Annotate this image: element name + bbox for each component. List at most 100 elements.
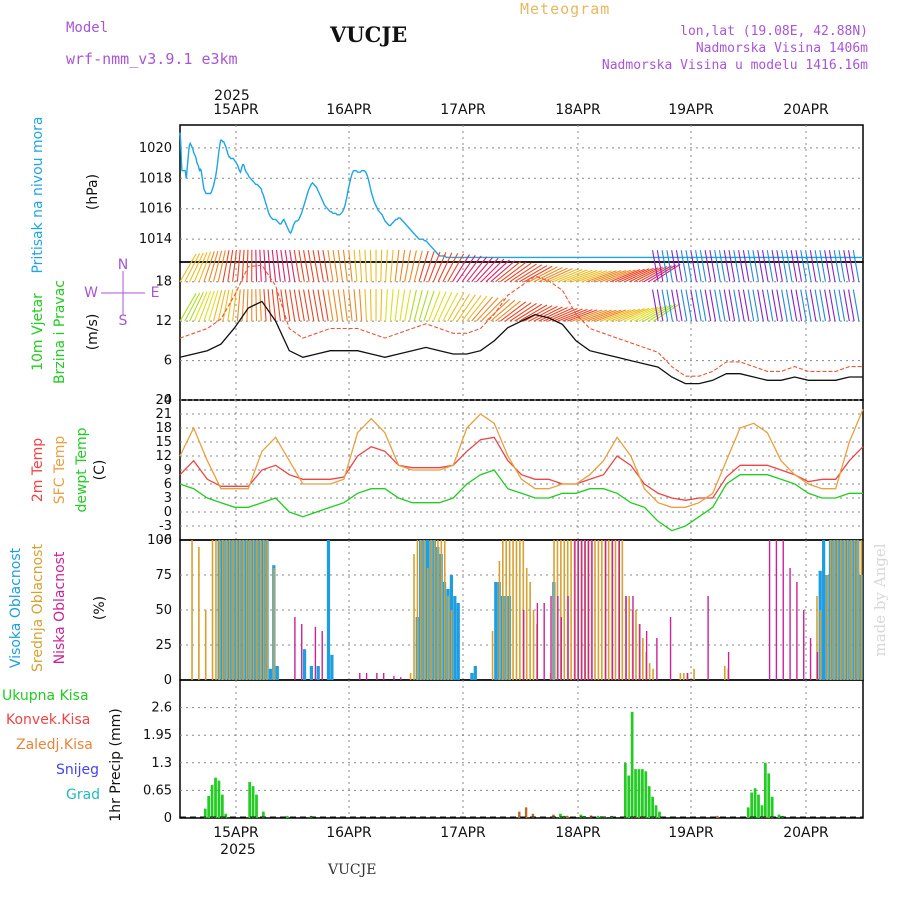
low-cloud-bar — [400, 677, 401, 680]
high-cloud-bar — [494, 582, 497, 680]
wind-ytick: 12 — [155, 314, 172, 329]
wind-barb — [386, 289, 388, 321]
total-rain-bar — [627, 776, 630, 818]
high-cloud-bar — [474, 666, 477, 680]
wind-barb — [395, 250, 399, 282]
low-cloud-bar — [776, 540, 777, 680]
wind-subtitle: Brzina i Pravac — [52, 280, 68, 384]
precip-ytick: 1.3 — [151, 756, 172, 771]
wind-barb — [400, 289, 405, 321]
low-cloud-bar — [588, 540, 589, 680]
sfc-temp-title: SFC Temp — [52, 436, 68, 505]
wind-barb — [810, 250, 816, 282]
wind-barb — [801, 290, 807, 322]
low-cloud-bar — [796, 582, 797, 680]
total-rain-bar — [221, 795, 224, 818]
mid-cloud-bar — [519, 540, 521, 680]
cloud-ytick: 50 — [155, 603, 172, 618]
freezing-rain-bar — [566, 816, 568, 818]
mid-cloud-bar — [441, 540, 443, 680]
wind-barb — [786, 290, 792, 322]
mid-cloud-bar — [553, 540, 555, 680]
wind-barb — [710, 290, 716, 322]
panel-frame-precip — [180, 680, 863, 818]
low-cloud-bar — [605, 540, 606, 680]
wind-barb — [705, 250, 711, 282]
cloud-ytick: 100 — [147, 533, 172, 548]
temp-ytick: 0 — [164, 505, 172, 520]
temp-ytick: 24 — [155, 393, 172, 408]
bottom-day-label: 20APR — [783, 825, 829, 841]
low-cloud-bar — [567, 596, 568, 680]
mid-cloud-bar — [529, 582, 531, 680]
mid-cloud-bar — [601, 540, 603, 680]
high-cloud-bar — [470, 673, 473, 680]
wind-barb — [290, 290, 295, 322]
pressure-ytick: 1018 — [139, 171, 172, 186]
mid-cloud-bar — [693, 669, 695, 680]
mid-cloud-bar — [249, 540, 251, 680]
wind-barb — [681, 250, 687, 282]
wind-barb — [758, 290, 764, 322]
wind-barb — [390, 250, 393, 282]
wind-barb — [354, 250, 357, 282]
panel-frame-pressure — [180, 125, 863, 262]
wind-barb — [729, 290, 735, 322]
mid-cloud-bar — [239, 540, 241, 680]
temp-ytick: 21 — [155, 407, 172, 422]
total-rain-bar — [624, 763, 627, 818]
wind-barb — [672, 290, 678, 322]
wind-barb — [810, 290, 816, 322]
mid-cloud-bar — [215, 540, 217, 680]
wind-barb — [247, 289, 248, 321]
wind-barb — [772, 250, 778, 282]
wind-barb — [294, 290, 299, 322]
low-cloud-bar — [728, 652, 729, 680]
wind-barb — [338, 250, 342, 282]
mid-cloud-bar — [642, 638, 644, 680]
high-cloud-bar — [327, 540, 330, 680]
wind-barb — [691, 250, 697, 282]
mid-cloud-bar — [509, 540, 511, 680]
wind-barb — [185, 253, 200, 281]
mid-cloud-bar — [622, 540, 624, 680]
wind-barb — [801, 250, 807, 282]
wind-barb — [705, 290, 711, 322]
wind-barb — [419, 290, 428, 321]
mid-cloud-bar — [533, 610, 535, 680]
wind-barb — [343, 250, 347, 282]
wind-barb — [662, 290, 668, 322]
low-cloud-bar — [646, 631, 647, 680]
wind-barb — [333, 289, 338, 321]
mid-cloud-bar — [413, 554, 415, 680]
wind-barb — [349, 250, 352, 282]
top-day-label: 18APR — [555, 102, 601, 118]
mid-cloud-bar — [256, 540, 258, 680]
low-cloud-bar — [578, 540, 579, 680]
wind-barb — [233, 250, 237, 282]
wind-barb — [696, 290, 702, 322]
wind-barb — [333, 250, 338, 282]
wind-barb — [834, 250, 840, 282]
wind-barb — [424, 251, 434, 281]
wind-barb — [354, 289, 357, 321]
wind-barb — [729, 250, 735, 282]
dewpt-title: dewpt Temp — [74, 427, 90, 512]
temp-ytick: 6 — [164, 477, 172, 492]
mid-cloud-bar — [840, 540, 842, 680]
low-cloud-bar — [591, 540, 592, 680]
wind-barb — [365, 289, 367, 321]
temp-ytick: 18 — [155, 421, 172, 436]
mid-cloud-bar — [502, 540, 504, 680]
wind-barb — [719, 290, 725, 322]
wind-barb — [796, 250, 802, 282]
low-cloud-bar — [581, 540, 582, 680]
wind-barb — [834, 290, 840, 322]
total-rain-bar — [634, 769, 637, 818]
low-cloud-bar — [632, 596, 633, 680]
wind-barb — [825, 290, 831, 322]
legend-total-rain: Ukupna Kisa — [2, 688, 89, 704]
wind-barb — [825, 250, 831, 282]
mid-cloud-bar — [526, 568, 528, 680]
precip-ytick: 0.65 — [143, 783, 172, 798]
